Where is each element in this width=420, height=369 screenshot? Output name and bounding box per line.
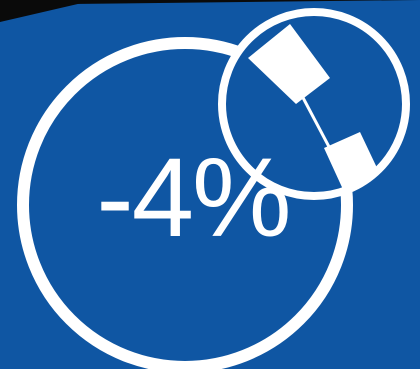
magnifier-icon bbox=[218, 8, 410, 200]
dark-corner-shape bbox=[0, 0, 95, 22]
magnifier-handle-line bbox=[298, 91, 338, 161]
discount-percentage-label: -4% bbox=[96, 135, 291, 260]
magnifier-handle-lower bbox=[324, 132, 378, 196]
main-ring-circle bbox=[17, 37, 353, 369]
magnifier-handle-upper bbox=[248, 24, 330, 104]
